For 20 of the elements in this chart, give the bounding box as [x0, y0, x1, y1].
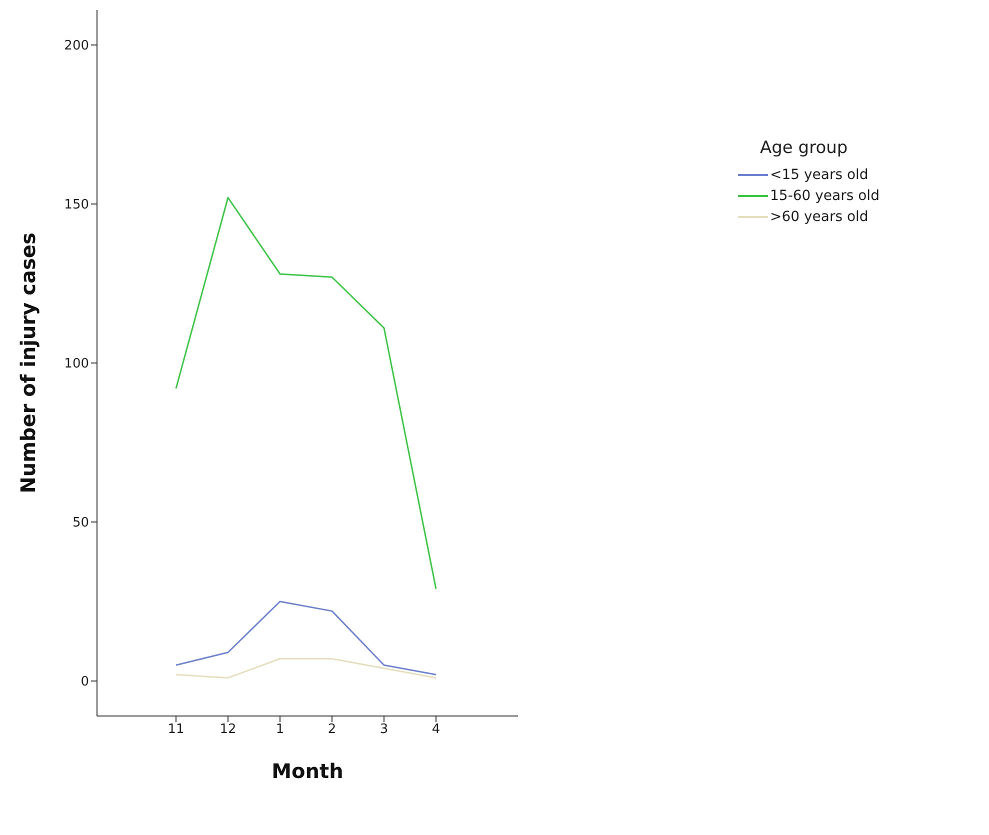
line-series: [175, 600, 437, 676]
legend-label: 15-60 years old: [770, 188, 880, 204]
legend-label: >60 years old: [770, 208, 868, 224]
x-tick-label: 2: [328, 722, 336, 738]
y-tick-label: 0: [80, 674, 89, 690]
line-series: [175, 196, 437, 590]
y-tick-label: 50: [72, 516, 89, 531]
legend-title: Age group: [760, 138, 849, 158]
line-series: [175, 658, 437, 679]
y-tick-label: 150: [64, 198, 89, 213]
x-tick-label: 1: [276, 722, 284, 738]
y-tick-label: 200: [64, 38, 89, 54]
y-axis-title: Number of injury cases: [16, 232, 40, 494]
y-tick-label: 100: [64, 356, 89, 372]
x-axis-title: Month: [272, 759, 344, 783]
x-tick-label: 4: [432, 722, 440, 738]
x-tick-label: 12: [220, 722, 236, 738]
x-tick-label: 11: [168, 722, 184, 738]
x-tick-label: 3: [380, 722, 388, 738]
legend-label: <15 years old: [770, 166, 868, 182]
